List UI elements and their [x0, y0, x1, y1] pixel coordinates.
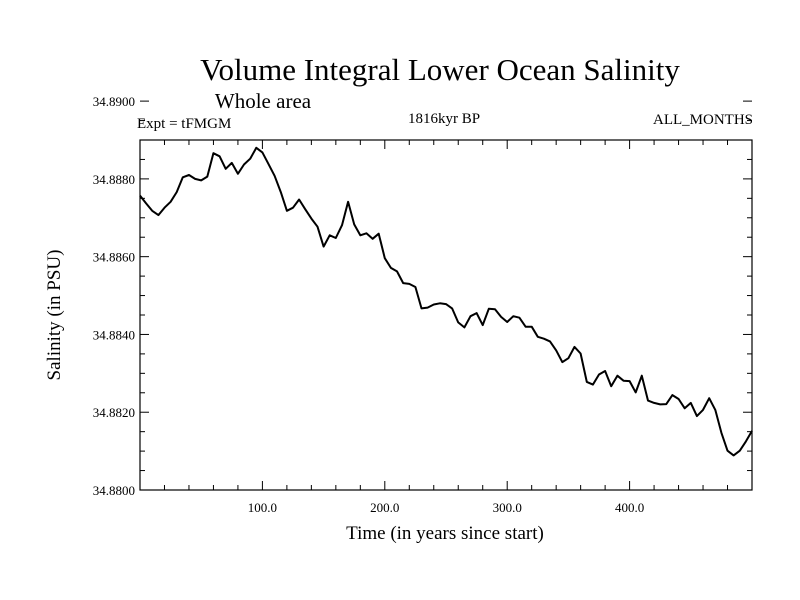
y-tick-labels: 34.8800 34.8820 34.8840 34.8860 34.8880 34.89… [93, 94, 135, 498]
x-axis-label: Time (in years since start) [346, 523, 544, 544]
x-tick-label: 200.0 [370, 500, 399, 515]
months-label: ALL_MONTHS [653, 112, 753, 128]
y-tick-label: 34.8800 [93, 483, 135, 498]
y-tick-label: 34.8880 [93, 172, 135, 187]
x-tick-labels: 100.0 200.0 300.0 400.0 [248, 500, 644, 515]
plot-frame [139, 139, 753, 491]
x-tick-label: 100.0 [248, 500, 277, 515]
x-tick-label: 300.0 [493, 500, 522, 515]
chart-subtitle: Whole area [215, 89, 312, 113]
expt-label: Expt = tFMGM [137, 116, 231, 132]
y-axis-label: Salinity (in PSU) [44, 250, 65, 381]
y-tick-label: 34.8820 [93, 405, 135, 420]
y-tick-label: 34.8900 [93, 94, 135, 109]
period-label: 1816kyr BP [408, 111, 480, 127]
y-tick-label: 34.8860 [93, 250, 135, 265]
y-tick-label: 34.8840 [93, 327, 135, 342]
axis-ticks [140, 100, 752, 491]
chart-title: Volume Integral Lower Ocean Salinity [200, 52, 680, 87]
x-tick-label: 400.0 [615, 500, 644, 515]
salinity-series-line [139, 146, 753, 457]
